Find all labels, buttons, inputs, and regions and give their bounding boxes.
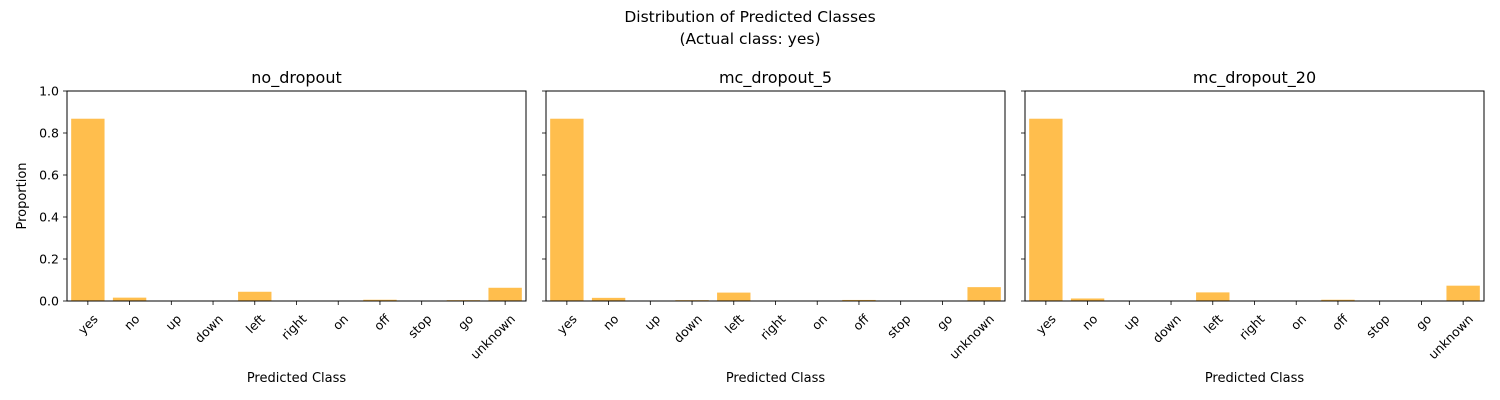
x-tick-label: off	[850, 311, 872, 333]
x-tick-label: unknown	[467, 311, 518, 362]
subplot-title: mc_dropout_20	[1193, 68, 1316, 88]
y-tick-label: 0.6	[39, 168, 59, 183]
y-tick-label: 0.4	[39, 210, 59, 225]
suptitle-line1: Distribution of Predicted Classes	[624, 8, 875, 26]
x-tick-label: stop	[884, 311, 914, 341]
bar-unknown	[488, 287, 522, 301]
subplot-0: 0.0 0.2 0.4 0.6 0.8 1.0 yes no up down left right on…	[15, 68, 527, 386]
bar-off	[363, 299, 397, 301]
subplot-title: mc_dropout_5	[719, 68, 832, 88]
x-tick-label: left	[722, 311, 747, 336]
x-tick-label: down	[1149, 311, 1183, 345]
x-tick-label: up	[641, 311, 663, 333]
x-axis-label: Predicted Class	[247, 371, 347, 386]
x-tick-label: off	[1329, 311, 1351, 333]
x-axis-label: Predicted Class	[1205, 371, 1305, 386]
y-tick-label: 1.0	[39, 84, 59, 99]
x-tick-label: left	[243, 311, 268, 336]
x-tick-label: on	[1288, 311, 1310, 333]
axes-frame	[1024, 90, 1485, 302]
x-tick-label: up	[162, 311, 184, 333]
bar-no	[591, 297, 626, 301]
x-tick-label: stop	[405, 311, 435, 341]
x-tick-label: yes	[75, 311, 101, 337]
x-tick-label: go	[1413, 311, 1435, 333]
x-tick-label: right	[757, 311, 788, 342]
x-tick-label: right	[1236, 311, 1267, 342]
x-tick-label: unknown	[1425, 311, 1476, 362]
bar-unknown	[1446, 285, 1480, 301]
x-tick-label: left	[1201, 311, 1226, 336]
bar-left	[1196, 292, 1230, 301]
x-tick-label: yes	[1033, 311, 1059, 337]
x-tick-label: up	[1120, 311, 1142, 333]
bar-off	[842, 299, 876, 301]
bar-left	[717, 292, 751, 301]
suptitle-line2: (Actual class: yes)	[680, 30, 821, 48]
x-tick-label: no	[121, 311, 143, 333]
y-tick-label: 0.2	[39, 252, 59, 267]
x-tick-label: off	[371, 311, 393, 333]
x-axis-label: Predicted Class	[726, 371, 826, 386]
x-tick-label: stop	[1363, 311, 1393, 341]
x-tick-label: on	[330, 311, 352, 333]
bar-yes	[550, 118, 584, 301]
subplot-title: no_dropout	[251, 68, 341, 88]
x-tick-label: yes	[554, 311, 580, 337]
x-tick-label: right	[278, 311, 309, 342]
bar-off	[1321, 299, 1355, 301]
bar-left	[238, 291, 272, 301]
axes-frame	[545, 90, 1006, 302]
axes-frame	[66, 90, 527, 302]
x-tick-label: go	[934, 311, 956, 333]
x-tick-label: no	[1079, 311, 1101, 333]
x-tick-label: down	[670, 311, 704, 345]
x-tick-label: unknown	[946, 311, 997, 362]
bar-unknown	[967, 287, 1001, 301]
bar-no	[1070, 298, 1105, 301]
bar-yes	[71, 118, 105, 301]
bar-no	[112, 297, 147, 301]
y-axis-label: Proportion	[15, 162, 30, 229]
x-tick-label: on	[809, 311, 831, 333]
bar-yes	[1029, 118, 1063, 301]
x-tick-label: no	[600, 311, 622, 333]
x-tick-label: down	[191, 311, 225, 345]
y-tick-label: 0.0	[39, 294, 59, 309]
x-tick-label: go	[455, 311, 477, 333]
y-tick-label: 0.8	[39, 126, 59, 141]
